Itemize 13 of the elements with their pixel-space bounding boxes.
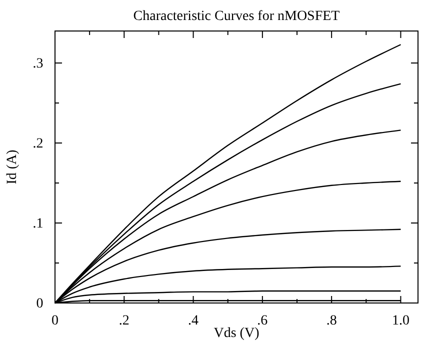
chart-title: Characteristic Curves for nMOSFET — [133, 9, 340, 24]
x-tick-label: .6 — [257, 314, 268, 329]
y-tick-label: .3 — [32, 56, 44, 72]
y-axis-title: Id (A) — [5, 149, 20, 184]
y-tick-label: 0 — [36, 296, 44, 312]
x-tick-label: .2 — [118, 314, 130, 329]
x-tick-label: .8 — [326, 314, 337, 329]
x-axis-title: Vds (V) — [214, 326, 260, 341]
y-tick-label: .1 — [32, 216, 44, 232]
x-tick-label: 0 — [52, 314, 58, 329]
y-tick-label: .2 — [32, 136, 44, 152]
x-tick-label: 1.0 — [392, 314, 410, 329]
x-tick-label: .4 — [188, 314, 199, 329]
